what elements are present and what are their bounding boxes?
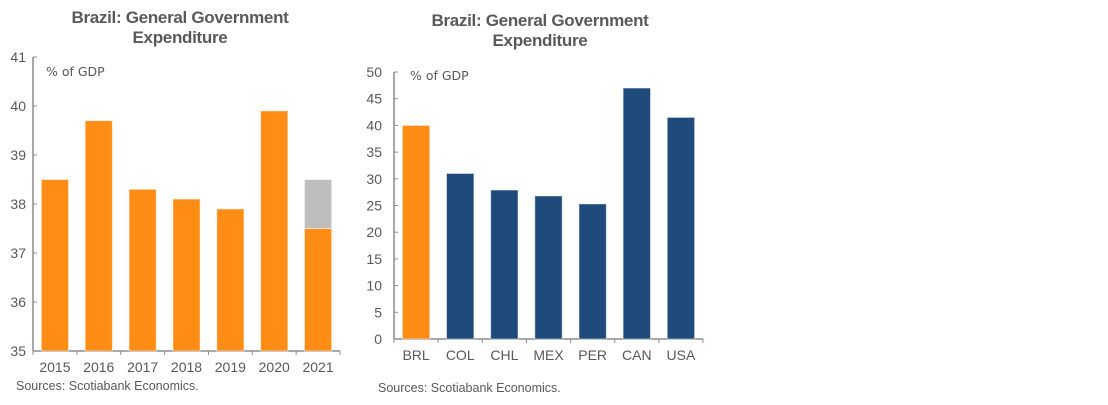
bar-expenditure-2021: [303, 228, 333, 352]
plot-area: 0 5 10 15 20 25 30 35 40 45 50 BRL COL CHL MEX PER CAN US…: [366, 64, 704, 363]
plot-area: 35 36 37 38 39 40 41 2015 2016 2017 2018 2019 2020 20…: [10, 49, 341, 375]
bar-can: [622, 87, 651, 340]
x-tick-label: 2018: [171, 359, 202, 375]
chart-title: Brazil: General Government Expenditure: [431, 11, 649, 50]
source-note: Sources: Scotiabank Economics.: [378, 381, 561, 395]
y-tick-label: 35: [366, 144, 382, 160]
y-tick-label: 15: [366, 251, 382, 267]
bar-per: [578, 203, 607, 340]
unit-label: % of GDP: [46, 64, 105, 79]
x-tick-label: PER: [578, 347, 607, 363]
y-tick-label: 41: [10, 49, 26, 65]
bar-expenditure-2015: [40, 179, 70, 352]
y-tick-label: 35: [10, 343, 26, 359]
bar-expenditure-2018: [172, 198, 201, 352]
x-tick-label: CHL: [490, 347, 518, 363]
bar-col: [446, 172, 475, 340]
y-tick-label: 37: [10, 245, 26, 261]
bar-brl: [401, 124, 431, 340]
y-tick-label: 40: [10, 98, 26, 114]
x-tick-label: COL: [446, 347, 475, 363]
x-tick-label: 2021: [302, 359, 333, 375]
bar-expenditure-2019: [216, 208, 245, 352]
bar-range-2021: [303, 179, 333, 229]
x-tick-label: 2019: [215, 359, 246, 375]
x-tick-label: BRL: [402, 347, 429, 363]
x-tick-label: 2015: [39, 359, 70, 375]
source-note: Sources: Scotiabank Economics.: [16, 379, 199, 393]
bar-chl: [490, 189, 519, 340]
x-tick-label: 2016: [83, 359, 114, 375]
y-tick-label: 36: [10, 294, 26, 310]
y-tick-label: 38: [10, 196, 26, 212]
bar-expenditure-2016: [84, 120, 113, 352]
y-tick-label: 0: [374, 331, 382, 347]
chart-right: Brazil: General Government Expenditure %…: [360, 0, 720, 405]
y-tick-label: 30: [366, 171, 382, 187]
bar-mex: [534, 195, 563, 340]
y-tick-label: 25: [366, 198, 382, 214]
y-tick-label: 50: [366, 64, 382, 80]
chart-left: Brazil: General Government Expenditure %…: [0, 0, 350, 405]
y-tick-label: 20: [366, 224, 382, 240]
chart-title: Brazil: General Government Expenditure: [71, 8, 289, 47]
x-tick-label: MEX: [533, 347, 564, 363]
bar-usa: [666, 116, 696, 340]
bar-expenditure-2020: [260, 110, 289, 352]
y-tick-label: 39: [10, 147, 26, 163]
x-tick-label: USA: [667, 347, 696, 363]
unit-label: % of GDP: [410, 68, 469, 83]
y-tick-label: 5: [374, 304, 382, 320]
x-tick-label: 2017: [127, 359, 158, 375]
x-tick-label: 2020: [259, 359, 290, 375]
y-tick-label: 40: [366, 117, 382, 133]
bar-expenditure-2017: [128, 188, 157, 352]
y-tick-label: 10: [366, 278, 382, 294]
x-tick-label: CAN: [622, 347, 652, 363]
y-tick-label: 45: [366, 91, 382, 107]
